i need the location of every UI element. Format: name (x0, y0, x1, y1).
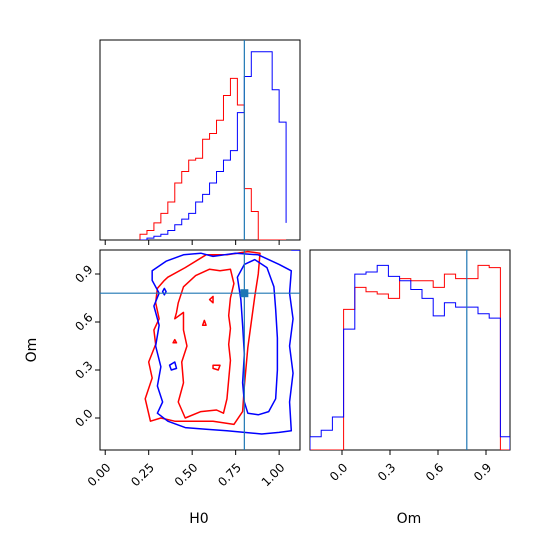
y-axis-label-om: Om (24, 338, 40, 363)
x-axis-label-h0: H0 (189, 511, 208, 527)
contour-ytick-label: 0.6 (72, 310, 95, 333)
om-histogram-blue (310, 264, 510, 450)
red-contour-4 (212, 364, 221, 371)
contour-ytick-label: 0.9 (72, 262, 95, 285)
x-axis-label-om: Om (397, 511, 422, 527)
contour-xtick-label: 0.75 (215, 460, 244, 489)
red-contour-3 (172, 338, 178, 344)
h0-histogram-panel (99, 39, 301, 245)
contour-xtick-label: 0.50 (172, 460, 201, 489)
om-hist-xtick-label: 0.3 (375, 460, 398, 483)
om-hist-xtick-label: 0.0 (327, 460, 350, 483)
contour-panel-frame (99, 249, 301, 451)
contour-xtick-label: 1.00 (259, 460, 288, 489)
red-contour-1 (174, 268, 235, 419)
om-hist-xtick-label: 0.6 (423, 460, 446, 483)
contour-xtick-label: 0.00 (85, 460, 114, 489)
blue-contour-2 (168, 361, 178, 371)
om-hist-xtick-label: 0.9 (471, 460, 494, 483)
h0-om-contour-panel: 0.00 0.25 0.50 0.75 1.00 0.0 0.3 0.6 0.9 H0 Om (24, 249, 301, 527)
red-contour-0 (144, 250, 261, 426)
contour-xtick-label: 0.25 (128, 460, 157, 489)
red-contour-2 (208, 295, 214, 304)
red-contour-5 (201, 319, 207, 326)
contour-ytick-label: 0.0 (72, 406, 95, 429)
h0-histogram-frame (99, 39, 301, 241)
contour-ytick-label: 0.3 (72, 358, 95, 381)
truth-marker (240, 289, 249, 298)
h0-histogram-red (139, 77, 287, 240)
om-histogram-frame (309, 249, 511, 451)
h0-histogram-blue (140, 51, 287, 240)
om-histogram-panel: 0.0 0.3 0.6 0.9 Om (309, 249, 511, 527)
blue-contour-0 (151, 252, 294, 435)
